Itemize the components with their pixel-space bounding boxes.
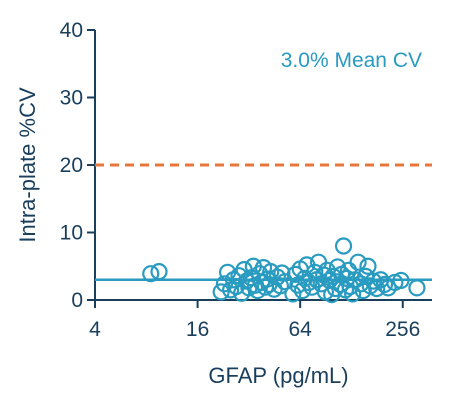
data-point	[334, 237, 353, 255]
x-tick-label: 256	[385, 318, 420, 341]
data-point	[273, 264, 291, 282]
data-point	[284, 285, 302, 303]
y-tick-label: 30	[60, 87, 83, 110]
y-axis-title: Intra-plate %CV	[15, 87, 40, 243]
data-point	[408, 279, 426, 297]
labels-group: 3.0% Mean CV GFAP (pg/mL) Intra-plate %C…	[15, 49, 422, 388]
x-tick-label: 64	[288, 318, 312, 341]
mean-cv-annotation: 3.0% Mean CV	[281, 49, 422, 72]
axes-group: 0 10 20 30 40 4 16 64 256	[60, 19, 432, 341]
data-point	[215, 275, 234, 293]
data-point	[286, 265, 305, 283]
y-tick-label: 10	[60, 222, 83, 245]
data-point	[392, 271, 410, 290]
x-tick-label: 16	[186, 318, 209, 341]
data-point	[349, 253, 367, 271]
data-point	[315, 266, 333, 284]
data-point	[271, 277, 290, 295]
x-tick-label: 4	[89, 318, 101, 341]
data-point	[150, 263, 168, 281]
data-point	[142, 265, 160, 283]
y-tick-label: 20	[60, 154, 83, 177]
reference-lines-group	[95, 163, 432, 281]
x-axis-title: GFAP (pg/mL)	[208, 363, 348, 388]
data-points-group	[142, 237, 426, 304]
y-tick-label: 0	[71, 289, 83, 312]
data-point	[212, 283, 230, 301]
data-point	[375, 275, 394, 294]
data-point	[359, 257, 377, 275]
y-tick-label: 40	[60, 19, 83, 42]
